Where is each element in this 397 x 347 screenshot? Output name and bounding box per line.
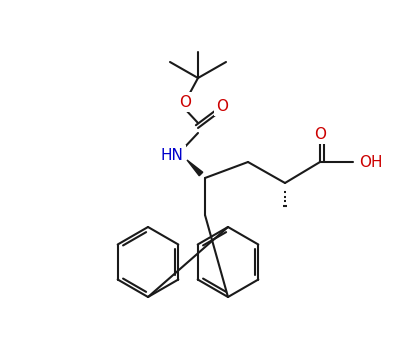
Text: O: O — [216, 99, 228, 113]
Text: OH: OH — [359, 154, 382, 169]
Text: HN: HN — [160, 147, 183, 162]
Polygon shape — [187, 160, 203, 176]
Text: O: O — [314, 127, 326, 142]
Text: O: O — [179, 94, 191, 110]
